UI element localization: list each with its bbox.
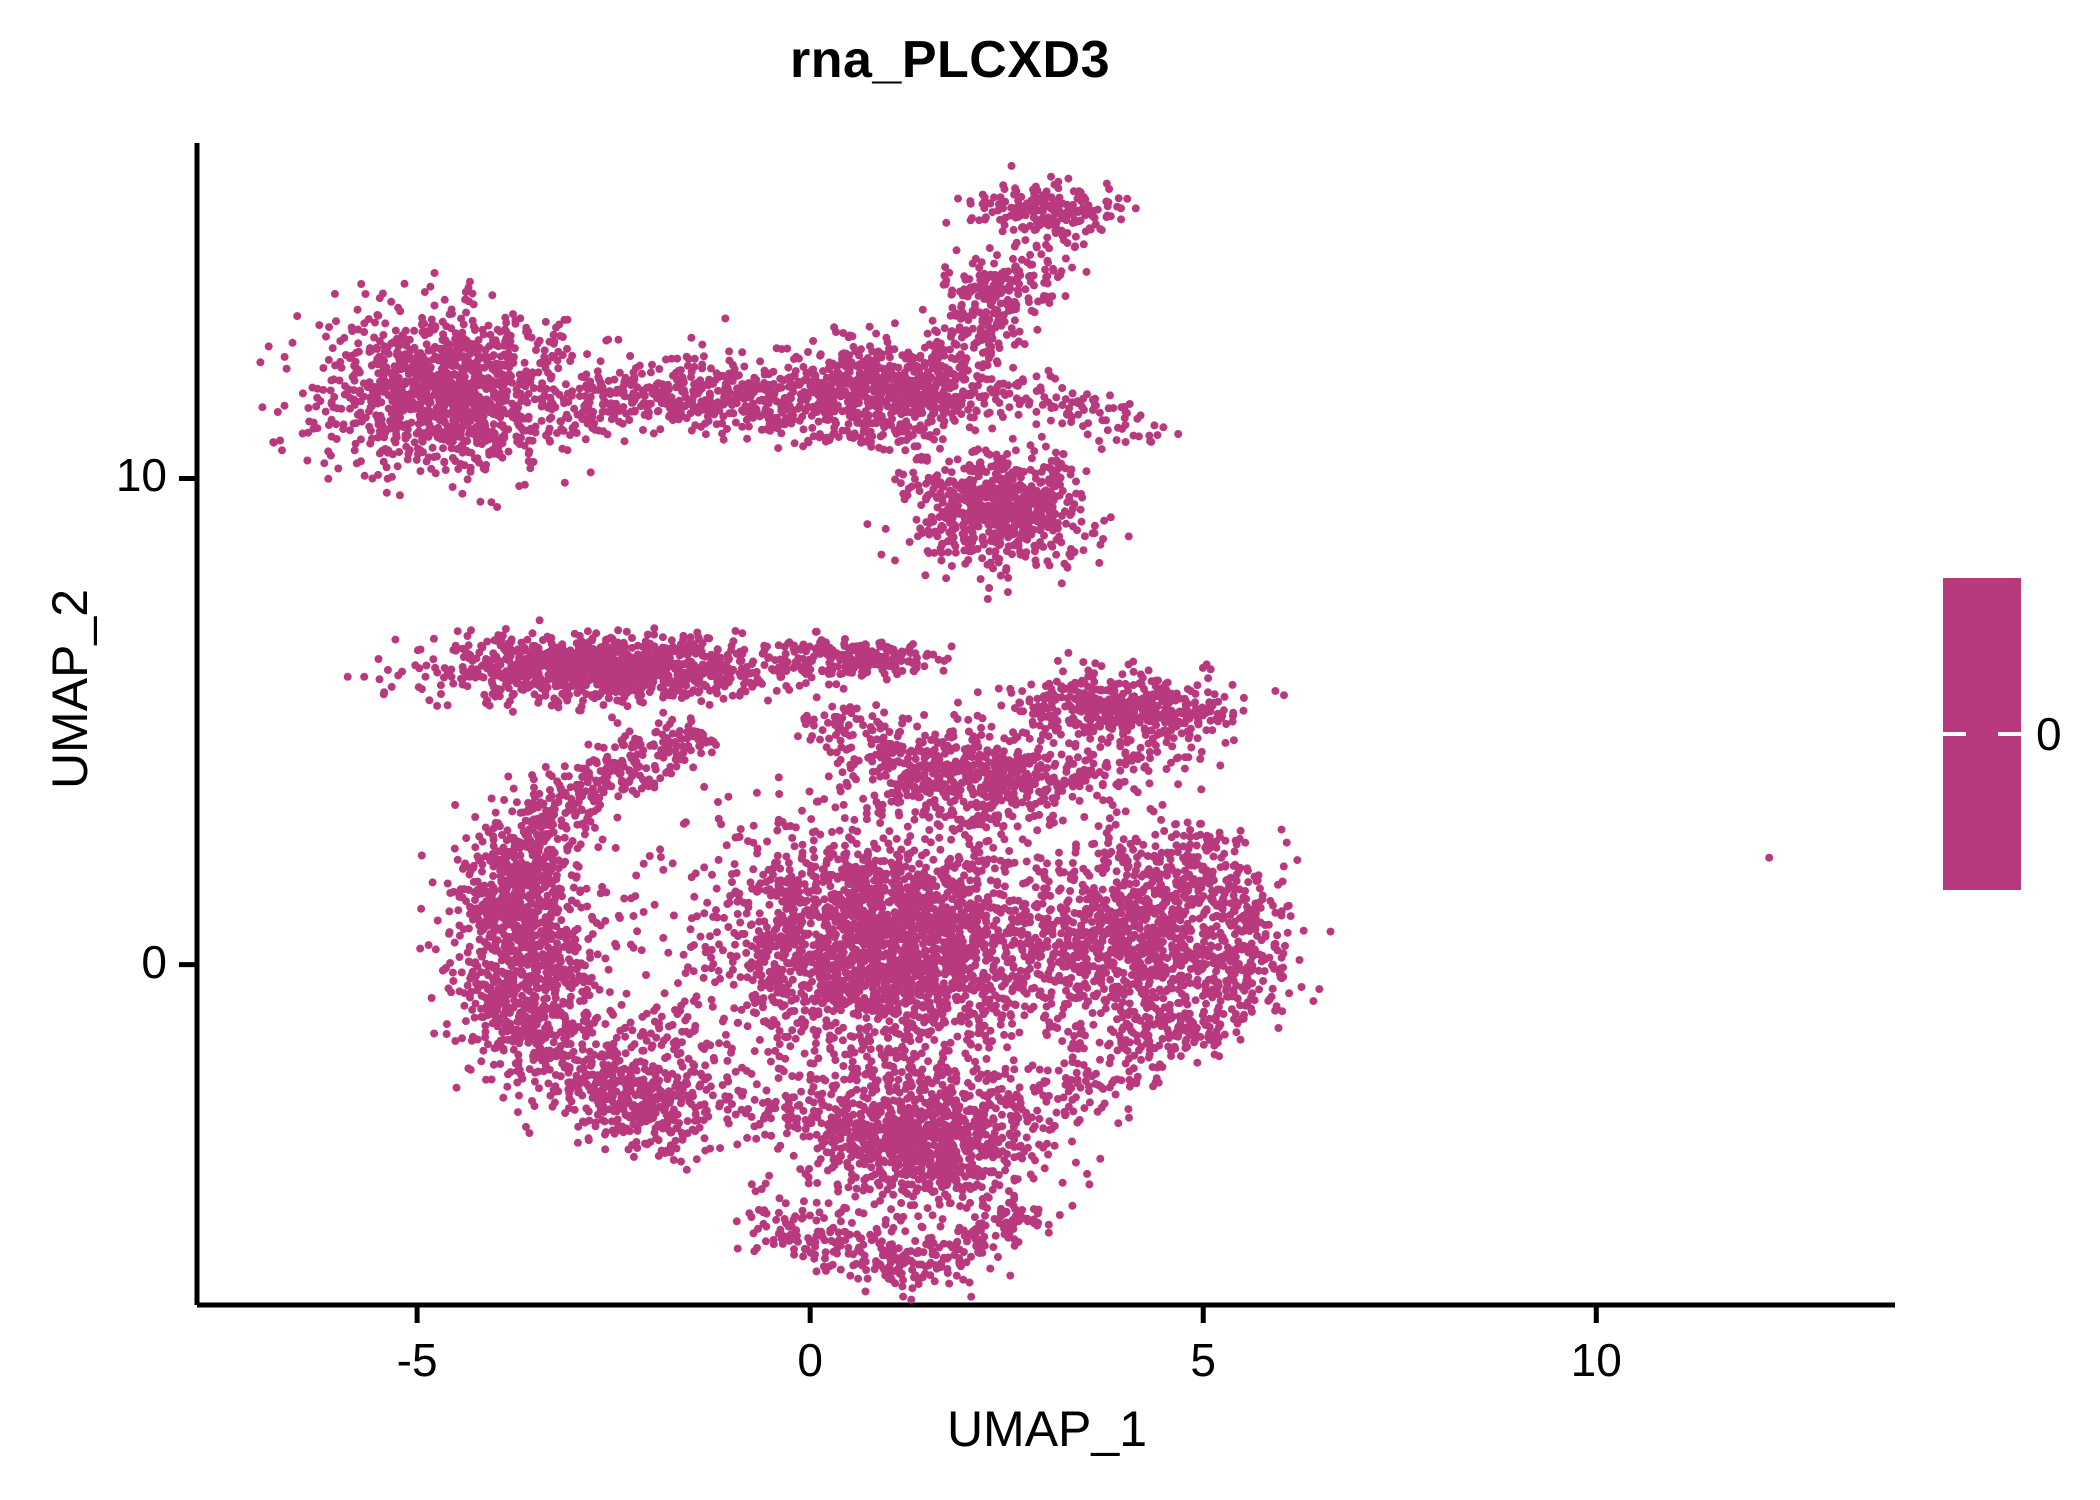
page-title: rna_PLCXD3 [790,31,1110,89]
colorbar-tick-label-0: 0 [2036,708,2062,760]
y-tick-label: 0 [141,935,167,988]
y-tick-label: 10 [115,449,167,502]
x-tick-label: 10 [1570,1334,1622,1386]
x-tick-label: 0 [797,1334,823,1386]
axis-ticks [179,475,1599,1323]
data-points [256,161,1774,1304]
x-axis-label: UMAP_1 [946,1401,1148,1457]
x-tick-label: 5 [1190,1334,1217,1386]
x-tick-label: -5 [396,1334,438,1386]
axes [194,143,1895,1308]
colorbar-legend[interactable] [1943,578,2021,890]
